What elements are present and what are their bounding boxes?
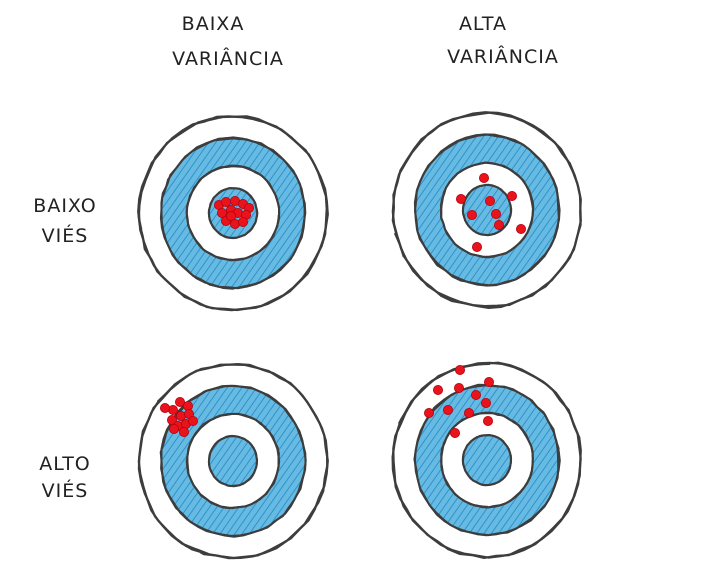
hit-dot [482, 415, 493, 426]
outer-ring-outline [391, 111, 582, 308]
hit-dot [454, 364, 465, 375]
bullseye-outline [461, 434, 513, 486]
hit-dot [483, 376, 494, 387]
outer-ring-outline [137, 363, 329, 560]
inner-ring-outline [440, 161, 535, 259]
hit-dot [174, 396, 185, 407]
hit-dot [187, 415, 198, 426]
blue-band-outline [413, 383, 561, 537]
outer-ring-outline [391, 361, 582, 559]
row-header-low-bias-line1: BAIXO [33, 195, 96, 217]
inner-ring-outline [185, 164, 281, 262]
hit-dot [490, 208, 501, 219]
hit-dot [506, 190, 517, 201]
hit-dot [516, 223, 527, 234]
bullseye [209, 436, 257, 486]
target-low-bias-low-variance [137, 115, 329, 312]
hit-dot [480, 397, 491, 408]
target-high-bias-high-variance [391, 361, 582, 559]
column-header-low-variance-line1: BAIXA [182, 13, 245, 35]
hit-dot [220, 196, 231, 207]
inner-ring-outline [185, 412, 281, 510]
column-header-high-variance-line2: VARIÂNCIA [447, 45, 559, 68]
bullseye [463, 435, 511, 485]
bullseye-outline [461, 183, 512, 237]
hit-dot [493, 219, 504, 230]
blue-band-outline [159, 136, 306, 290]
inner-ring-outline [440, 412, 534, 509]
row-header-high-bias-line1: ALTO [39, 453, 91, 475]
row-header-low-bias-line2: VIÉS [42, 224, 89, 247]
hit-dot [470, 389, 481, 400]
hit-dot [159, 402, 170, 413]
row-header-high-bias-line2: VIÉS [42, 479, 89, 502]
target-high-bias-low-variance [137, 363, 329, 560]
hit-dot [168, 423, 179, 434]
hit-dot [225, 210, 236, 221]
bullseye-outline [207, 187, 259, 240]
hit-dot [423, 407, 434, 418]
bullseye-outline [208, 435, 258, 487]
blue-band-outline [160, 384, 307, 537]
hit-dot [432, 384, 443, 395]
hit-dot [453, 382, 464, 393]
hit-dot [442, 404, 453, 415]
hit-dot [178, 426, 189, 437]
hit-dot [478, 172, 489, 183]
hit-dot [471, 241, 482, 252]
hit-dot [463, 407, 474, 418]
hit-dot [237, 216, 248, 227]
target-low-bias-high-variance [391, 111, 582, 309]
hit-dot [484, 195, 495, 206]
column-header-high-variance-line1: ALTA [459, 13, 507, 35]
hit-dot [216, 207, 227, 218]
hit-dot [449, 427, 460, 438]
outer-ring-outline [137, 115, 328, 312]
hit-dot [455, 193, 466, 204]
blue-band-outline [414, 133, 561, 287]
column-header-low-variance-line2: VARIÂNCIA [172, 47, 284, 70]
hit-dot [466, 209, 477, 220]
